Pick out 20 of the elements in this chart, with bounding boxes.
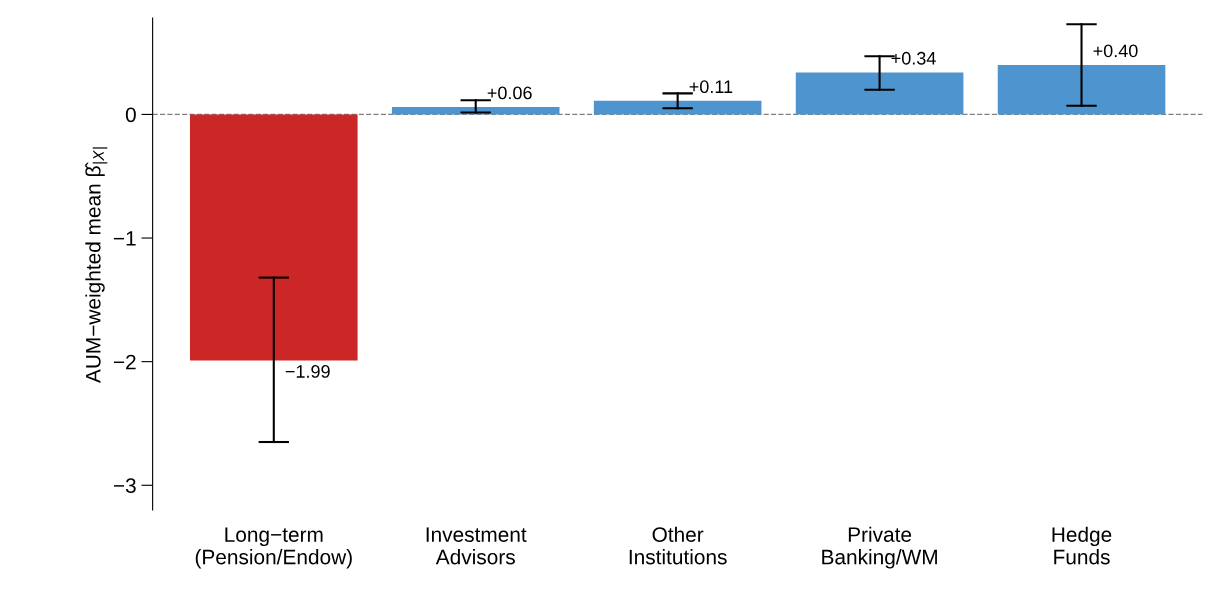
y-tick-label: −2 [113, 354, 136, 370]
y-tick-label: −3 [113, 478, 136, 494]
data-label: +0.06 [487, 86, 532, 100]
x-tick-label: Private Banking/WM [822, 526, 937, 569]
x-tick-label: Hedge Funds [1052, 526, 1112, 565]
bar [795, 72, 964, 115]
x-tick-label: Other Institutions [629, 526, 727, 565]
bar [391, 107, 560, 115]
bar [593, 100, 762, 115]
data-label: +0.40 [1093, 44, 1138, 58]
x-tick-label: Long−term (Pension/Endow) [195, 527, 352, 569]
data-label: +0.11 [689, 80, 733, 94]
data-label: −1.99 [285, 365, 330, 378]
y-tick-label: 0 [125, 107, 136, 123]
bar [189, 114, 358, 361]
x-tick-label: Investment Advisors [426, 527, 527, 565]
bar [997, 64, 1166, 115]
data-label: +0.34 [891, 51, 936, 65]
y-tick-label: −1 [113, 231, 136, 246]
y-axis-title: AUM−weighted mean β̂$_{|X|}$ [85, 147, 108, 384]
